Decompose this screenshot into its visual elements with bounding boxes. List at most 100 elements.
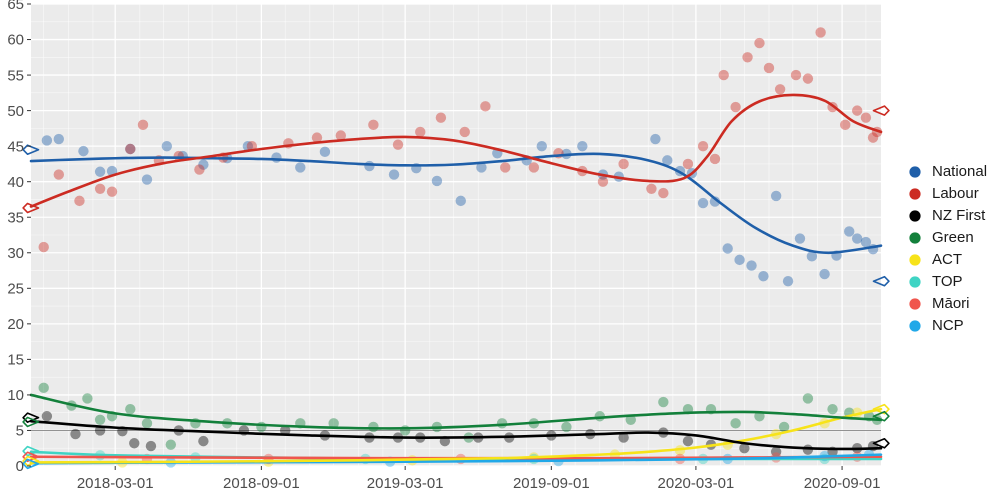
poll-point: [364, 160, 375, 172]
poll-point: [739, 443, 750, 454]
poll-point: [794, 233, 806, 244]
poll-point: [867, 132, 879, 143]
y-axis-tick-label: 55: [7, 67, 24, 84]
legend-item-nz-first[interactable]: NZ First: [909, 207, 986, 224]
edge-marker: [872, 275, 890, 287]
poll-point: [754, 37, 765, 49]
legend-swatch-icon: [909, 320, 921, 332]
poll-point: [827, 403, 838, 415]
poll-point: [718, 69, 729, 81]
y-axis-tick-label: 35: [7, 209, 24, 226]
y-axis-tick-label: 50: [7, 103, 24, 120]
legend-item-national[interactable]: National: [909, 163, 987, 180]
poll-point: [840, 119, 851, 131]
poll-point: [658, 396, 669, 408]
poll-point: [78, 145, 89, 157]
poll-point: [106, 186, 118, 197]
y-axis: 0 5 10 15 20 25 30 35 40 45 50 55 60 65: [7, 0, 31, 475]
edge-marker: [22, 458, 40, 470]
poll-point: [697, 140, 709, 152]
poll-point: [388, 169, 400, 180]
poll-point: [53, 133, 65, 145]
minor-gridlines: [31, 4, 881, 466]
poll-point: [536, 140, 547, 152]
legend-item-label: Māori: [932, 295, 970, 312]
edge-marker: [22, 412, 40, 423]
legend-swatch-icon: [909, 276, 921, 288]
edge-marker: [22, 144, 40, 156]
poll-point: [70, 428, 81, 440]
poll-point: [844, 226, 855, 237]
legend-item-top[interactable]: TOP: [909, 273, 963, 290]
y-axis-tick-label: 60: [7, 32, 24, 49]
poll-point: [770, 190, 782, 202]
poll-point: [770, 446, 782, 457]
legend-item-māori[interactable]: Māori: [909, 295, 970, 312]
poll-point: [280, 425, 291, 436]
poll-point: [455, 195, 466, 207]
x-axis-tick-label: 2018-03-01: [77, 475, 154, 492]
poll-point: [819, 268, 830, 280]
x-axis-tick-label: 2019-03-01: [367, 475, 444, 492]
legend-item-labour[interactable]: Labour: [909, 185, 979, 202]
poll-point: [295, 162, 306, 173]
poll-point: [577, 140, 588, 152]
poll-point: [802, 393, 814, 404]
legend[interactable]: National Labour NZ First Green ACT TOP Māori NC…: [909, 163, 987, 334]
poll-point: [161, 140, 173, 152]
poll-point: [682, 435, 694, 447]
y-axis-tick-label: 20: [7, 316, 24, 333]
y-axis-tick-label: 30: [7, 245, 24, 262]
poll-point: [528, 162, 540, 173]
poll-point: [860, 236, 872, 248]
poll-point: [709, 196, 721, 207]
poll-point: [697, 197, 709, 209]
poll-point: [311, 132, 323, 143]
poll-point: [94, 183, 106, 194]
poll-point: [198, 435, 209, 447]
legend-item-green[interactable]: Green: [909, 229, 974, 246]
poll-point: [141, 174, 153, 185]
poll-point: [625, 414, 636, 425]
poll-point: [94, 414, 106, 425]
poll-point: [459, 126, 470, 138]
poll-point: [790, 69, 802, 81]
poll-point: [730, 418, 741, 429]
poll-point: [782, 276, 794, 287]
poll-point: [476, 162, 487, 173]
legend-swatch-icon: [909, 298, 921, 310]
y-axis-tick-label: 5: [16, 423, 24, 440]
poll-point: [746, 260, 757, 271]
edge-marker: [22, 451, 40, 463]
poll-point: [198, 159, 209, 170]
poll-point: [41, 411, 53, 422]
poll-point: [125, 143, 136, 155]
poll-point: [319, 146, 331, 158]
poll-point: [415, 126, 426, 138]
poll-point: [399, 425, 411, 436]
poll-point: [137, 119, 149, 131]
poll-point: [431, 175, 443, 187]
edge-arrow-markers: [22, 105, 890, 470]
poll-point: [480, 101, 491, 112]
y-axis-tick-label: 25: [7, 281, 24, 298]
poll-point: [165, 439, 177, 450]
trend-line-national: [29, 152, 883, 255]
poll-point: [851, 233, 863, 244]
poll-point: [662, 155, 673, 166]
poll-point: [650, 133, 661, 145]
legend-swatch-icon: [909, 188, 921, 200]
trend-line-act: [29, 407, 883, 464]
edge-marker: [872, 105, 890, 116]
poll-point: [125, 143, 136, 155]
legend-item-act[interactable]: ACT: [909, 251, 962, 268]
poll-point: [709, 153, 721, 165]
edge-marker: [872, 403, 890, 415]
x-axis: 2018-03-01 2018-09-01 2019-03-01 2019-09-01…: [77, 466, 881, 492]
poll-point: [742, 52, 753, 63]
legend-item-ncp[interactable]: NCP: [909, 317, 964, 334]
x-axis-tick-label: 2020-09-01: [804, 475, 881, 492]
poll-point: [682, 158, 694, 170]
poll-point: [392, 139, 404, 150]
